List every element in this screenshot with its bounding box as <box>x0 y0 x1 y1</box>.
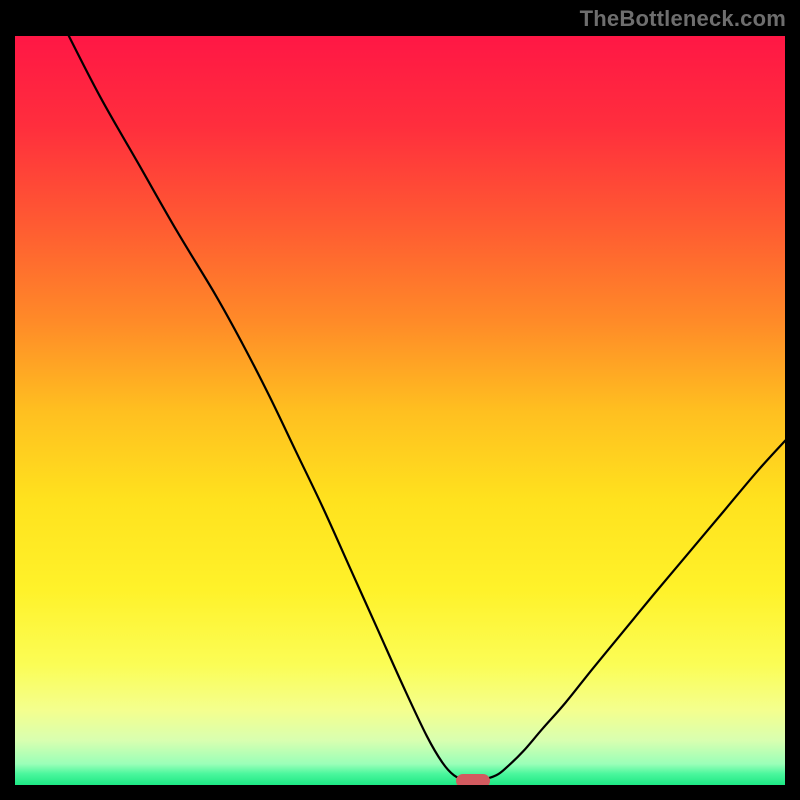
chart-frame: TheBottleneck.com <box>0 0 800 800</box>
min-marker <box>456 774 490 786</box>
watermark-text: TheBottleneck.com <box>580 6 786 32</box>
plot-area <box>15 36 785 785</box>
curve-line <box>15 36 785 785</box>
curve-path <box>65 36 785 780</box>
